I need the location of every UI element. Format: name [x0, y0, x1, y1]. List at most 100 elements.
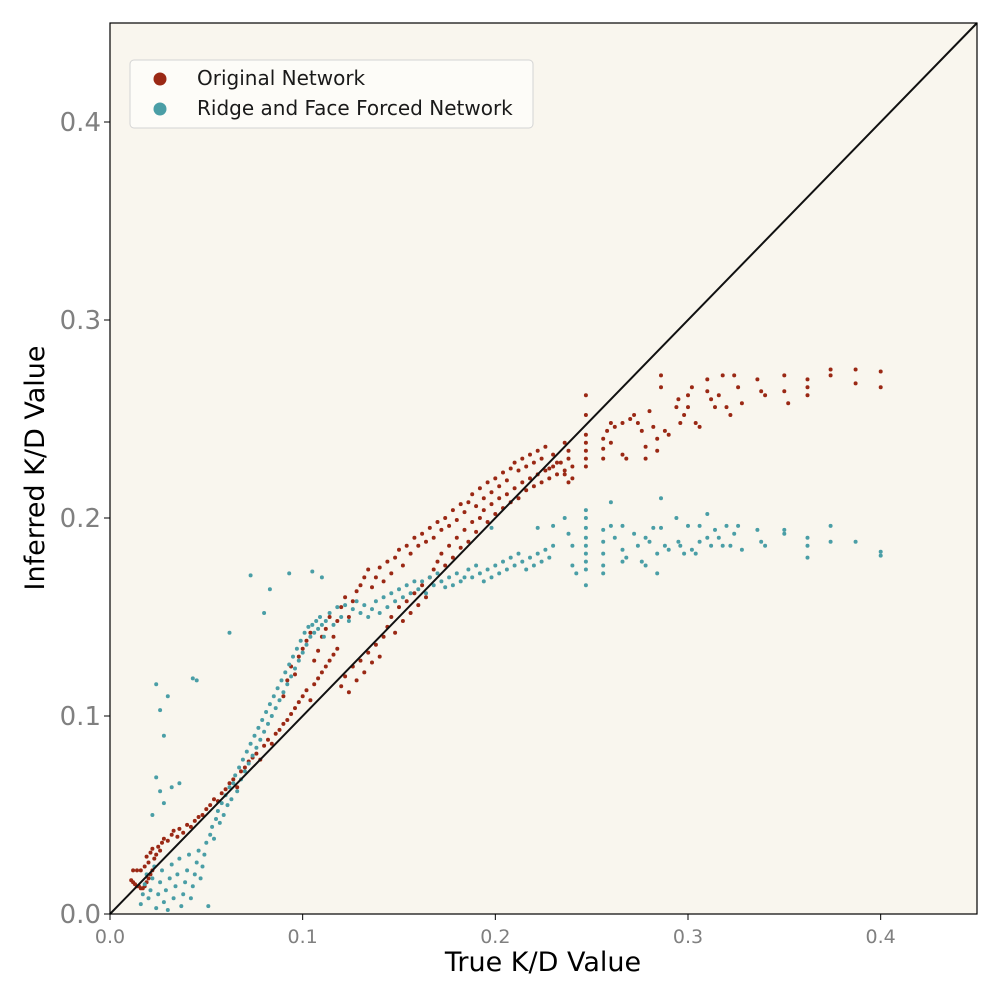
data-point [481, 496, 486, 501]
data-point [520, 480, 525, 485]
data-point [267, 702, 272, 707]
data-point [244, 749, 249, 754]
data-point [275, 686, 280, 691]
data-point [173, 884, 178, 889]
data-point [608, 440, 613, 445]
data-point [412, 591, 417, 596]
data-point [583, 413, 588, 417]
data-point [853, 381, 858, 386]
data-point [177, 826, 182, 831]
data-point [605, 428, 610, 433]
data-point [562, 440, 567, 445]
data-point [293, 672, 297, 677]
data-point [716, 393, 721, 398]
data-point [262, 729, 267, 734]
data-point [393, 630, 398, 635]
data-point [520, 456, 525, 461]
data-point [531, 460, 536, 465]
data-point [543, 547, 548, 552]
data-point [853, 539, 858, 544]
data-point [583, 456, 588, 461]
data-point [294, 646, 299, 651]
data-point [439, 551, 444, 556]
data-point [531, 484, 536, 489]
data-point [716, 535, 721, 540]
data-point [273, 731, 278, 736]
data-point [198, 876, 203, 881]
data-point [161, 900, 166, 905]
data-point [192, 818, 197, 823]
data-point [306, 624, 311, 629]
data-point [424, 539, 428, 544]
data-point [628, 417, 633, 421]
data-point [158, 880, 163, 885]
data-point [229, 797, 234, 802]
data-point [632, 531, 637, 536]
data-point [194, 860, 199, 865]
data-point [620, 547, 625, 552]
y-tick-label: 0.1 [60, 702, 101, 732]
data-point [179, 904, 184, 909]
data-point [601, 551, 606, 556]
data-point [759, 389, 764, 394]
x-axis-label: True K/D Value [444, 947, 641, 978]
y-tick-label: 0.3 [60, 306, 101, 336]
data-point [412, 535, 417, 540]
data-point [531, 563, 536, 568]
data-point [431, 567, 436, 572]
data-point [666, 432, 671, 437]
data-point [674, 405, 679, 410]
data-point [583, 559, 588, 564]
data-point [373, 642, 378, 647]
data-point [214, 817, 218, 821]
data-point [878, 553, 883, 558]
data-point [187, 852, 191, 857]
data-point [227, 781, 232, 786]
data-point [152, 856, 157, 861]
data-point [323, 626, 328, 631]
data-point [693, 421, 698, 425]
data-point [439, 527, 444, 532]
data-point [300, 646, 305, 651]
data-point [547, 555, 552, 560]
data-point [466, 567, 471, 572]
data-point [477, 516, 482, 520]
data-point [555, 472, 559, 477]
data-point [558, 460, 563, 465]
data-point [370, 607, 374, 612]
data-point [489, 575, 494, 580]
data-point [724, 405, 729, 410]
data-point [763, 543, 768, 548]
data-point [705, 389, 710, 394]
data-point [281, 690, 286, 695]
data-point [181, 830, 186, 835]
data-point [547, 466, 552, 471]
data-point [258, 737, 263, 742]
data-point [335, 619, 340, 623]
data-point [219, 801, 224, 806]
data-point [686, 405, 690, 410]
data-point [462, 527, 467, 532]
data-point [316, 676, 321, 681]
data-point [404, 583, 409, 588]
data-point [828, 373, 833, 378]
data-point [570, 464, 575, 469]
plot-frame [109, 22, 978, 915]
data-point [165, 694, 170, 699]
data-point [583, 516, 588, 520]
data-point [161, 801, 166, 806]
data-point [574, 571, 579, 576]
data-point [318, 615, 322, 619]
data-point [682, 413, 687, 417]
data-point [246, 761, 251, 766]
data-point [408, 591, 413, 596]
data-point [215, 809, 220, 813]
legend-marker-original-network [153, 72, 167, 86]
data-point [408, 611, 413, 615]
data-point [412, 579, 417, 584]
data-point [828, 523, 833, 528]
data-point [185, 822, 190, 827]
data-point [308, 634, 313, 639]
data-point [570, 563, 575, 568]
data-point [805, 543, 810, 548]
